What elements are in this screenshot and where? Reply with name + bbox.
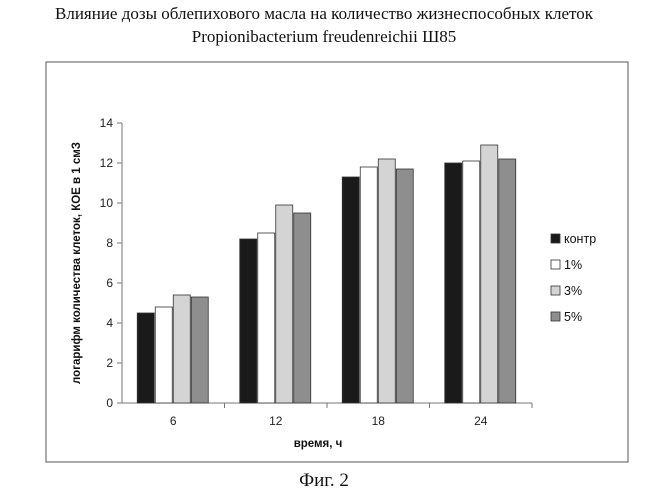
x-tick-label: 6 (170, 414, 177, 428)
y-tick-label: 12 (100, 156, 114, 170)
legend-label: контр (564, 232, 596, 246)
y-tick-label: 4 (106, 316, 113, 330)
legend-label: 1% (564, 258, 582, 272)
legend-label: 5% (564, 310, 582, 324)
figure-caption: Фиг. 2 (0, 470, 648, 492)
x-axis-label: время, ч (294, 438, 343, 450)
bar-5%-24 (499, 159, 516, 403)
bar-контр-6 (137, 313, 154, 403)
bar-3%-12 (276, 205, 293, 403)
legend-swatch (551, 260, 560, 269)
y-tick-label: 2 (106, 356, 113, 370)
x-tick-label: 18 (372, 414, 386, 428)
bar-контр-12 (240, 239, 257, 403)
y-tick-label: 14 (100, 116, 114, 130)
x-tick-label: 24 (474, 414, 488, 428)
bar-chart: 6121824 02468101214 время, ч логарифм ко… (0, 0, 648, 470)
bar-5%-12 (294, 213, 311, 403)
x-tick-label: 12 (269, 414, 283, 428)
bar-3%-24 (481, 145, 498, 403)
bar-1%-12 (258, 233, 275, 403)
legend-label: 3% (564, 284, 582, 298)
legend-swatch (551, 234, 560, 243)
bar-5%-18 (396, 169, 413, 403)
bar-1%-18 (360, 167, 377, 403)
bar-1%-6 (155, 307, 172, 403)
bar-3%-18 (378, 159, 395, 403)
y-tick-label: 0 (106, 396, 113, 410)
bar-контр-18 (342, 177, 359, 403)
bar-3%-6 (173, 295, 190, 403)
bar-1%-24 (463, 161, 480, 403)
y-tick-label: 6 (106, 276, 113, 290)
y-tick-label: 8 (106, 236, 113, 250)
y-axis-label: логарифм количества клеток, КОЕ в 1 смЗ (71, 142, 83, 384)
legend-swatch (551, 312, 560, 321)
bar-5%-6 (191, 297, 208, 403)
y-tick-label: 10 (100, 196, 114, 210)
bar-контр-24 (445, 163, 462, 403)
legend-swatch (551, 286, 560, 295)
chart-frame (46, 62, 628, 462)
